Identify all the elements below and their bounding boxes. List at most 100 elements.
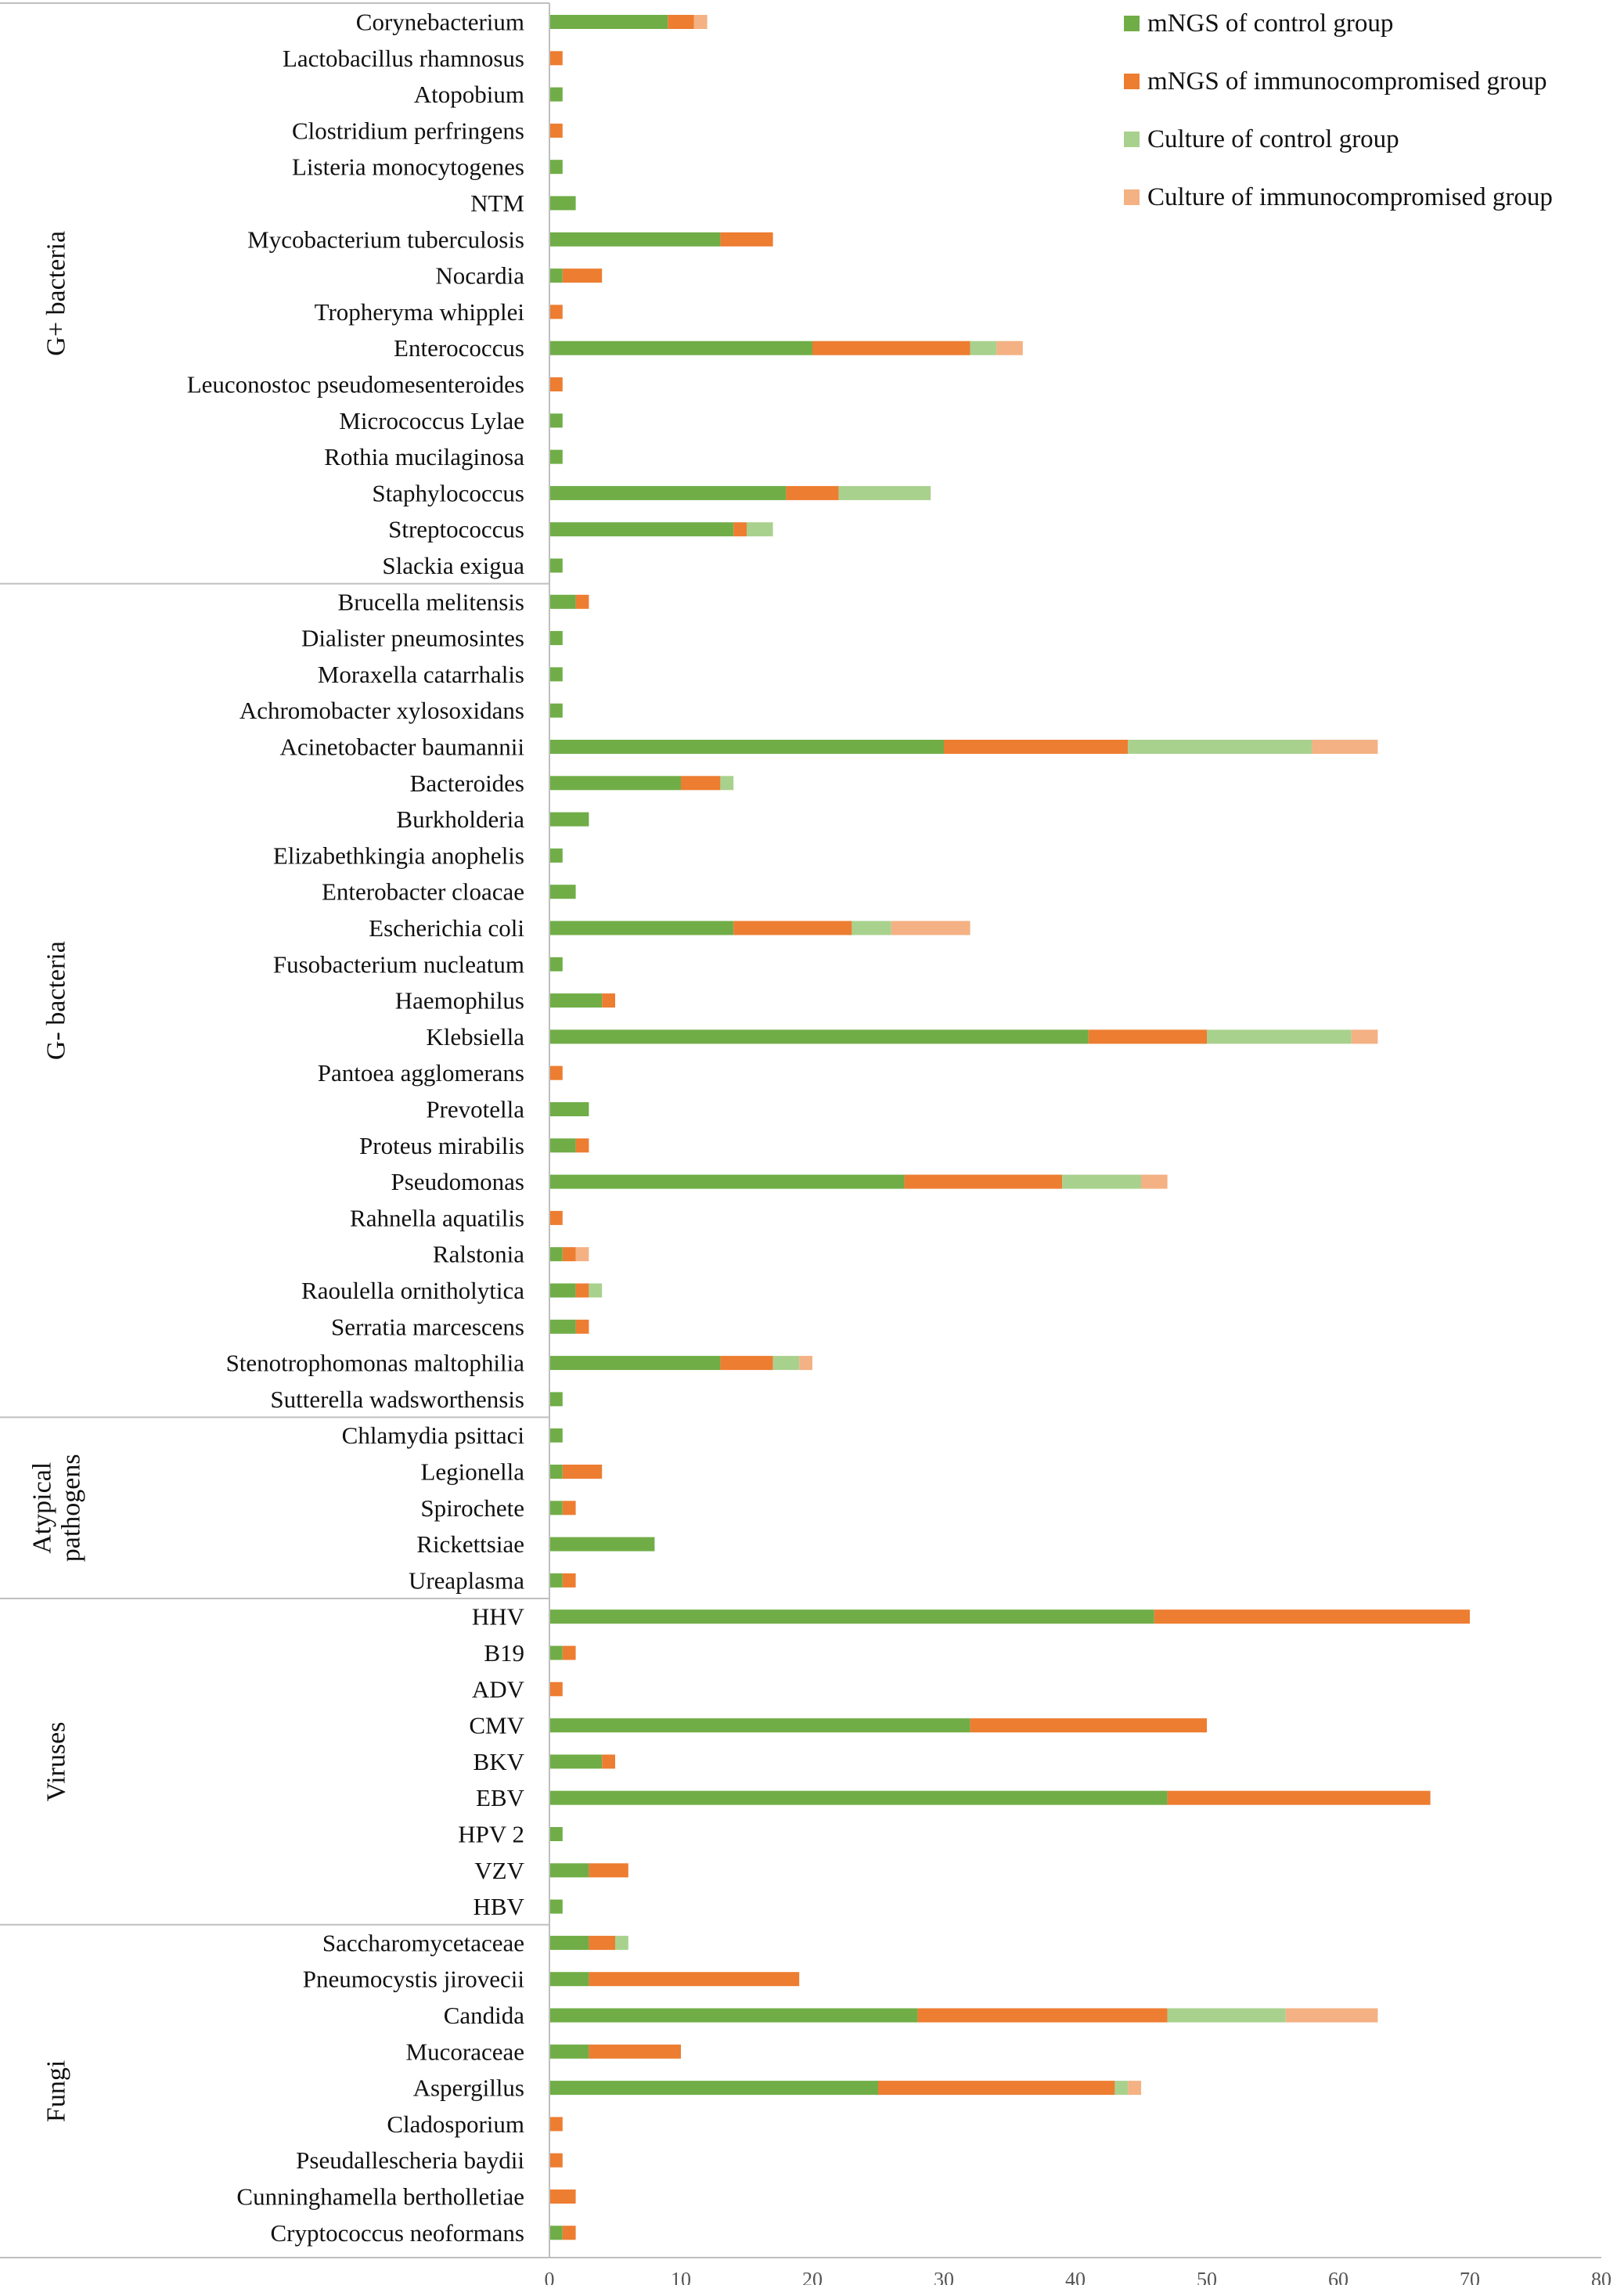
bar-cladosporium-mngs-of-immunocompromised-group <box>549 2117 563 2132</box>
bar-spirochete-mngs-of-control-group <box>549 1501 563 1516</box>
bars-layer <box>549 15 1470 2240</box>
bar-candida-mngs-of-control-group <box>549 2008 918 2023</box>
x-tick-label-70: 70 <box>1460 2269 1480 2285</box>
bar-corynebacterium-mngs-of-control-group <box>549 15 668 29</box>
bar-bacteroides-mngs-of-control-group <box>549 776 681 791</box>
bar-burkholderia-mngs-of-control-group <box>549 812 589 827</box>
category-label-elizabethkingia-anophelis: Elizabethkingia anophelis <box>273 842 524 869</box>
bar-candida-culture-of-immunocompromised-group <box>1285 2008 1378 2023</box>
category-label-aspergillus: Aspergillus <box>413 2074 524 2102</box>
bar-bacteroides-mngs-of-immunocompromised-group <box>681 776 721 791</box>
bar-streptococcus-mngs-of-immunocompromised-group <box>733 522 747 537</box>
category-label-burkholderia: Burkholderia <box>396 806 524 833</box>
bar-achromobacter-xylosoxidans-mngs-of-control-group <box>549 703 563 718</box>
category-label-prevotella: Prevotella <box>426 1096 524 1123</box>
legend-label-culture-of-immunocompromised-group: Culture of immunocompromised group <box>1147 183 1553 211</box>
category-label-fusobacterium-nucleatum: Fusobacterium nucleatum <box>273 950 524 978</box>
bar-pseudomonas-mngs-of-control-group <box>549 1174 905 1189</box>
bar-prevotella-mngs-of-control-group <box>549 1102 589 1116</box>
bar-brucella-melitensis-mngs-of-immunocompromised-group <box>575 594 589 609</box>
category-label-rothia-mucilaginosa: Rothia mucilaginosa <box>324 443 524 470</box>
bar-rickettsiae-mngs-of-control-group <box>549 1537 655 1552</box>
bar-serratia-marcescens-mngs-of-control-group <box>549 1319 576 1334</box>
x-tick-label-10: 10 <box>671 2269 691 2285</box>
bar-lactobacillus-rhamnosus-mngs-of-immunocompromised-group <box>549 51 563 66</box>
bar-aspergillus-mngs-of-control-group <box>549 2081 878 2096</box>
bar-streptococcus-mngs-of-control-group <box>549 522 734 537</box>
group-label-atypical-pathogens: Atypicalpathogens <box>27 1454 85 1562</box>
bar-tropheryma-whipplei-mngs-of-immunocompromised-group <box>549 305 563 319</box>
bar-pseudomonas-culture-of-immunocompromised-group <box>1141 1174 1168 1189</box>
category-label-proteus-mirabilis: Proteus mirabilis <box>359 1132 524 1159</box>
bar-cmv-mngs-of-control-group <box>549 1718 970 1733</box>
category-label-achromobacter-xylosoxidans: Achromobacter xylosoxidans <box>239 697 524 724</box>
bar-clostridium-perfringens-mngs-of-immunocompromised-group <box>549 123 563 138</box>
bar-leuconostoc-pseudomesenteroides-mngs-of-immunocompromised-group <box>549 377 563 391</box>
bar-enterococcus-mngs-of-control-group <box>549 341 812 355</box>
category-label-bkv: BKV <box>474 1748 525 1775</box>
category-label-acinetobacter-baumannii: Acinetobacter baumannii <box>280 733 525 761</box>
bar-corynebacterium-mngs-of-immunocompromised-group <box>668 15 694 29</box>
bar-raoulella-ornitholytica-culture-of-control-group <box>589 1283 603 1298</box>
bar-brucella-melitensis-mngs-of-control-group <box>549 594 576 609</box>
group-label-g-bacteria: G+ bacteria <box>42 231 71 356</box>
bar-hbv-mngs-of-control-group <box>549 1899 563 1914</box>
bar-pseudomonas-mngs-of-immunocompromised-group <box>904 1174 1063 1189</box>
category-label-enterobacter-cloacae: Enterobacter cloacae <box>322 878 524 906</box>
bar-nocardia-mngs-of-control-group <box>549 269 563 283</box>
bar-saccharomycetaceae-culture-of-control-group <box>615 1935 628 1950</box>
category-label-enterococcus: Enterococcus <box>394 334 524 362</box>
category-label-candida: Candida <box>444 2002 525 2029</box>
bar-vzv-mngs-of-control-group <box>549 1863 589 1878</box>
bar-pseudomonas-culture-of-control-group <box>1062 1174 1141 1189</box>
bar-ntm-mngs-of-control-group <box>549 196 576 211</box>
bar-rahnella-aquatilis-mngs-of-immunocompromised-group <box>549 1210 563 1225</box>
axes: 0 10 20 30 40 50 60 70 80 <box>545 3 1611 2285</box>
bar-aspergillus-culture-of-immunocompromised-group <box>1128 2081 1141 2096</box>
bar-chlamydia-psittaci-mngs-of-control-group <box>549 1428 563 1443</box>
bar-nocardia-mngs-of-immunocompromised-group <box>562 269 603 283</box>
category-label-brucella-melitensis: Brucella melitensis <box>338 588 524 615</box>
bar-mucoraceae-mngs-of-control-group <box>549 2044 589 2059</box>
bar-proteus-mirabilis-mngs-of-control-group <box>549 1138 576 1153</box>
bar-b19-mngs-of-immunocompromised-group <box>562 1645 576 1660</box>
category-label-ureaplasma: Ureaplasma <box>409 1566 524 1594</box>
bar-acinetobacter-baumannii-culture-of-control-group <box>1128 740 1313 754</box>
bar-cryptococcus-neoformans-mngs-of-immunocompromised-group <box>562 2226 576 2240</box>
bar-ebv-mngs-of-control-group <box>549 1790 1168 1805</box>
bar-bkv-mngs-of-immunocompromised-group <box>602 1754 615 1769</box>
bar-haemophilus-mngs-of-immunocompromised-group <box>602 993 615 1008</box>
legend: mNGS of control group mNGS of immunocompr… <box>1124 9 1553 211</box>
x-tick-label-40: 40 <box>1065 2269 1086 2285</box>
bar-enterococcus-culture-of-immunocompromised-group <box>996 341 1023 355</box>
bar-klebsiella-mngs-of-control-group <box>549 1029 1089 1044</box>
category-label-hbv: HBV <box>474 1893 525 1920</box>
bar-legionella-mngs-of-control-group <box>549 1465 563 1479</box>
bar-ureaplasma-mngs-of-immunocompromised-group <box>562 1573 576 1588</box>
category-label-cryptococcus-neoformans: Cryptococcus neoformans <box>270 2219 524 2247</box>
category-label-rahnella-aquatilis: Rahnella aquatilis <box>350 1204 524 1231</box>
bar-bacteroides-culture-of-control-group <box>720 776 734 791</box>
bar-hpv-2-mngs-of-control-group <box>549 1827 563 1841</box>
bar-cunninghamella-bertholletiae-mngs-of-immunocompromised-group <box>549 2189 576 2204</box>
bar-ralstonia-culture-of-immunocompromised-group <box>575 1247 589 1262</box>
bar-micrococcus-lylae-mngs-of-control-group <box>549 413 563 428</box>
category-label-corynebacterium: Corynebacterium <box>356 9 524 36</box>
bar-dialister-pneumosintes-mngs-of-control-group <box>549 631 563 646</box>
category-label-serratia-marcescens: Serratia marcescens <box>331 1313 524 1340</box>
category-label-haemophilus: Haemophilus <box>395 987 524 1015</box>
category-label-mucoraceae: Mucoraceae <box>406 2038 524 2065</box>
category-label-hpv-2: HPV 2 <box>458 1821 524 1848</box>
bar-moraxella-catarrhalis-mngs-of-control-group <box>549 667 563 682</box>
bar-mycobacterium-tuberculosis-mngs-of-control-group <box>549 232 721 247</box>
legend-label-culture-of-control-group: Culture of control group <box>1147 125 1399 153</box>
bar-acinetobacter-baumannii-culture-of-immunocompromised-group <box>1312 740 1378 754</box>
category-label-cunninghamella-bertholletiae: Cunninghamella bertholletiae <box>236 2183 524 2211</box>
bar-fusobacterium-nucleatum-mngs-of-control-group <box>549 957 563 971</box>
category-label-spirochete: Spirochete <box>420 1494 524 1522</box>
bar-adv-mngs-of-immunocompromised-group <box>549 1681 563 1696</box>
bar-escherichia-coli-culture-of-control-group <box>852 921 891 935</box>
x-tick-label-60: 60 <box>1328 2269 1349 2285</box>
bar-mycobacterium-tuberculosis-mngs-of-immunocompromised-group <box>720 232 773 247</box>
category-label-saccharomycetaceae: Saccharomycetaceae <box>322 1929 524 1956</box>
